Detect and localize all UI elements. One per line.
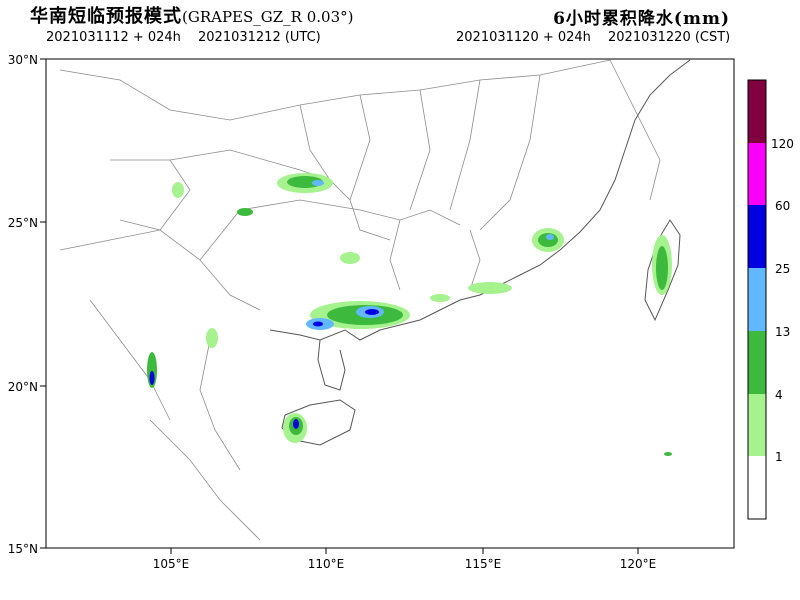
- lat-label: 25°N: [8, 216, 38, 230]
- colorbar-label: 4: [775, 388, 783, 402]
- map-title: 华南短临预报模式(GRAPES_GZ_R 0.03°): [30, 2, 354, 28]
- lon-label: 115°E: [465, 557, 502, 571]
- product-title: 6小时累积降水(mm): [553, 9, 730, 29]
- init-time-cst: 2021031120 + 024h: [456, 30, 591, 45]
- colorbar-bin: [748, 331, 766, 394]
- valid-time-utc: 2021031212 (UTC): [198, 30, 321, 45]
- colorbar-outline: [747, 79, 767, 520]
- colorbar-bin: [748, 456, 766, 519]
- colorbar-label: 25: [775, 262, 790, 276]
- title-chinese: 华南短临预报模式: [30, 6, 182, 27]
- colorbar-bin: [748, 394, 766, 456]
- lon-label: 110°E: [308, 557, 345, 571]
- model-name: (GRAPES_GZ_R 0.03°): [182, 8, 354, 26]
- lat-label: 20°N: [8, 380, 38, 394]
- lat-label: 30°N: [8, 53, 38, 67]
- colorbar-bin: [748, 80, 766, 143]
- lon-label: 120°E: [620, 557, 657, 571]
- init-time-utc: 2021031112 + 024h: [46, 30, 181, 45]
- colorbar-label: 1: [775, 450, 783, 464]
- colorbar-bin: [748, 268, 766, 331]
- valid-time-cst: 2021031220 (CST): [608, 30, 731, 45]
- lon-label: 105°E: [153, 557, 190, 571]
- colorbar-bin: [748, 205, 766, 268]
- province-boundaries: [59, 59, 661, 541]
- colorbar-bin: [748, 143, 766, 205]
- colorbar-label: 13: [775, 325, 790, 339]
- colorbar: 1 4 13 25 60 120: [747, 79, 794, 520]
- colorbar-label: 60: [775, 199, 790, 213]
- lat-label: 15°N: [8, 542, 38, 556]
- precipitation-shading: [147, 173, 672, 456]
- colorbar-label: 120: [771, 137, 794, 151]
- map-frame: 30°N 25°N 20°N 15°N 105°E 110°E 115°E 12…: [8, 53, 735, 571]
